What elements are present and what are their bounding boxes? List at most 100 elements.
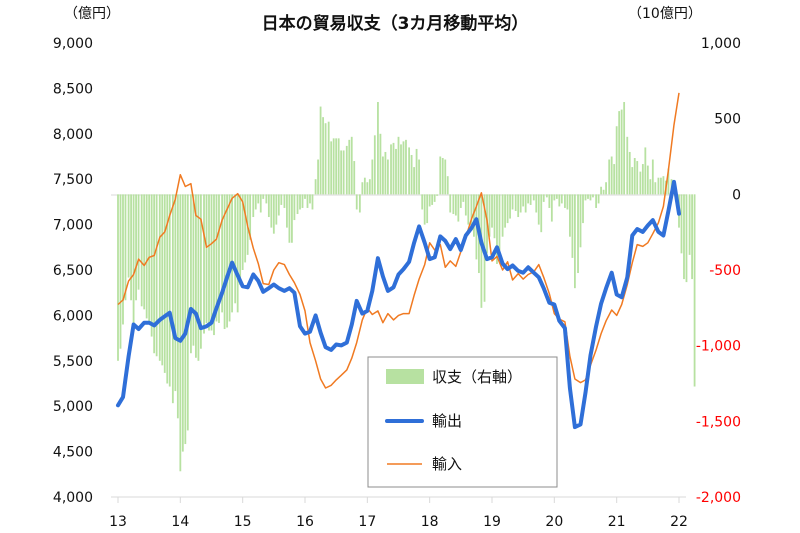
balance-bar [488,194,491,237]
balance-bar [646,165,649,195]
balance-bar [522,194,525,207]
balance-bar [226,194,228,328]
balance-bar [306,194,309,208]
balance-bar [555,194,558,199]
x-axis-tick-label: 22 [670,514,688,530]
balance-bar [158,194,161,361]
left-axis-tick-label: 6,500 [53,263,93,279]
balance-bar [501,194,504,237]
balance-bar [688,194,691,255]
balance-bar [584,194,587,201]
balance-bar [176,194,179,419]
balance-bar [231,194,233,313]
left-axis-tick-label: 4,000 [53,490,93,506]
balance-bar [311,194,314,210]
balance-bar [205,194,208,323]
left-axis-tick-label: 5,000 [53,399,93,415]
left-axis-tick-label: 8,500 [53,81,93,97]
balance-bar [314,179,317,195]
balance-bar [371,159,374,195]
balance-bar [348,139,351,195]
legend-exports-label: 輸出 [432,412,462,430]
balance-bar [262,194,265,199]
balance-bar [493,194,496,239]
balance-bar [186,194,189,431]
balance-bar [527,194,530,204]
balance-bar [654,182,657,195]
balance-bar [558,194,561,207]
balance-bar [200,194,202,349]
balance-bar [400,144,402,195]
balance-bar [651,159,654,195]
left-axis-tick-label: 5,500 [53,354,93,370]
exports-series-line [116,179,681,430]
balance-bar [275,194,278,225]
balance-bar [418,159,420,195]
balance-bar [595,194,597,208]
balance-bar [615,126,618,195]
balance-bar [423,194,426,225]
balance-bar [241,194,244,270]
balance-bar [496,194,498,264]
balance-bar [340,150,343,195]
balance-bar [361,182,364,195]
right-axis-tick-label: -2,000 [696,490,741,506]
balance-bar [335,138,338,195]
balance-bar [254,194,257,210]
balance-bar [408,147,410,195]
balance-bar [163,194,166,373]
balance-bar [392,142,395,195]
x-axis-tick-labels: 13 14 15 16 17 18 19 20 21 22 [109,514,688,530]
balance-bar [413,167,415,195]
balance-bar [618,111,621,195]
left-axis-tick-label: 7,500 [53,172,93,188]
balance-bar [524,194,527,213]
balance-bar [693,194,696,387]
balance-bar [236,194,239,313]
balance-bar [345,145,348,195]
balance-bar [195,194,197,358]
balance-bar [641,164,644,195]
balance-bar [439,156,442,195]
balance-bar [132,194,135,323]
balance-bar [436,194,439,196]
balance-bar [119,194,122,349]
balance-bar [397,136,400,195]
left-axis-unit-label: （億円） [64,6,120,22]
balance-bar [467,194,470,225]
balance-bar [454,194,457,216]
x-axis-tick-label: 20 [545,514,563,530]
balance-bar [249,194,252,240]
balance-bar [181,194,184,452]
balance-bar [537,194,540,225]
balance-bar [504,194,506,228]
balance-bar [184,194,187,445]
balance-bar [286,194,288,228]
balance-bar [283,194,286,208]
balance-bar [337,138,340,195]
balance-bar [327,121,330,195]
balance-bar [582,194,584,224]
balance-bar [446,176,449,195]
x-axis-tick-label: 19 [483,514,501,530]
balance-bar [257,194,260,204]
balance-bar [155,194,158,357]
balance-bar [402,141,405,195]
balance-bar [277,194,280,216]
balance-bar [473,194,475,237]
legend: 収支（右軸） 輸出 輸入 [367,356,558,488]
balance-bar [579,194,582,248]
balance-bar [569,194,571,237]
balance-bar [366,182,369,195]
left-axis-tick-label: 9,000 [53,36,93,52]
balance-bar [589,194,592,201]
balance-bar [571,194,574,258]
balance-bar [444,159,447,195]
balance-bar [124,194,127,301]
balance-bar [221,194,223,313]
balance-bar [171,194,174,404]
balance-bar-series [117,102,696,472]
balance-bar [143,194,146,310]
balance-bar [657,177,660,195]
balance-bar [553,194,556,201]
